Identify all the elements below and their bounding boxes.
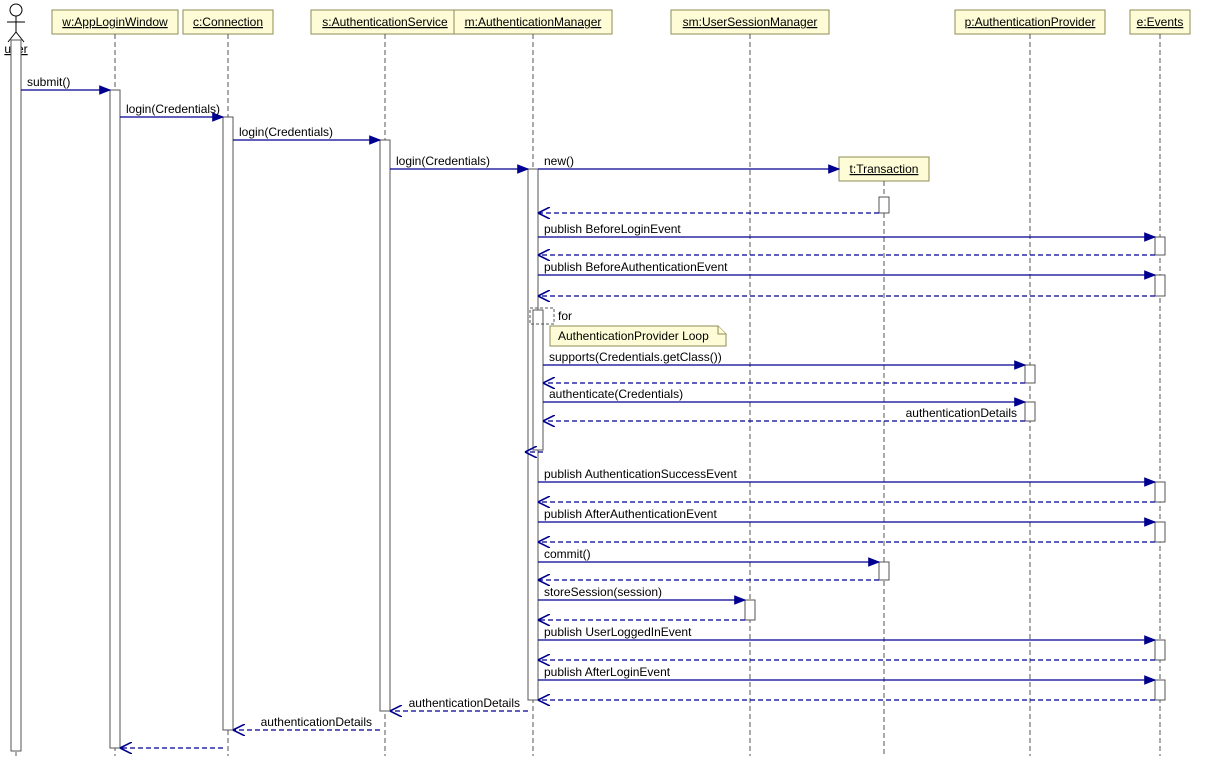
- participant-label: w:AppLoginWindow: [61, 15, 168, 29]
- participant-label: t:Transaction: [850, 162, 919, 176]
- message-label: new(): [544, 154, 574, 168]
- activation-bar: [1025, 402, 1035, 421]
- message-label: authenticate(Credentials): [549, 387, 683, 401]
- participant-label: c:Connection: [193, 15, 263, 29]
- sequence-diagram: userw:AppLoginWindowc:Connections:Authen…: [0, 0, 1219, 762]
- message-label: storeSession(session): [544, 585, 662, 599]
- activation-bar: [879, 197, 889, 213]
- activation-bar: [1155, 640, 1165, 660]
- message-label: submit(): [27, 75, 70, 89]
- activation-bar: [1155, 522, 1165, 542]
- activation-bar: [1155, 275, 1165, 296]
- activation-bar: [380, 140, 390, 711]
- message-label: publish AfterAuthenticationEvent: [544, 507, 717, 521]
- fragment-note-text: AuthenticationProvider Loop: [558, 329, 709, 343]
- message-label: supports(Credentials.getClass()): [549, 350, 722, 364]
- message-label: authenticationDetails: [906, 406, 1017, 420]
- message-label: publish BeforeLoginEvent: [544, 222, 681, 236]
- message-label: publish AuthenticationSuccessEvent: [544, 467, 737, 481]
- message-label: login(Credentials): [396, 154, 490, 168]
- message-label: login(Credentials): [239, 125, 333, 139]
- message-label: publish UserLoggedInEvent: [544, 625, 692, 639]
- activation-bar: [11, 40, 21, 751]
- activation-bar: [110, 90, 120, 748]
- message-label: authenticationDetails: [261, 715, 372, 729]
- message-label: publish BeforeAuthenticationEvent: [544, 260, 728, 274]
- activation-bar: [223, 117, 233, 730]
- message-label: publish AfterLoginEvent: [544, 665, 671, 679]
- participant-label: m:AuthenticationManager: [465, 15, 602, 29]
- activation-bar: [1025, 365, 1035, 383]
- fragment-label: for: [558, 309, 572, 323]
- participant-label: e:Events: [1137, 15, 1184, 29]
- message-label: login(Credentials): [126, 102, 220, 116]
- activation-bar: [879, 562, 889, 580]
- activation-bar: [745, 600, 755, 620]
- participant-label: s:AuthenticationService: [322, 15, 448, 29]
- activation-bar: [1155, 680, 1165, 700]
- activation-bar: [1155, 482, 1165, 502]
- message-label: commit(): [544, 547, 591, 561]
- activation-bar: [533, 310, 543, 450]
- participant-label: p:AuthenticationProvider: [965, 15, 1096, 29]
- message-label: authenticationDetails: [409, 696, 520, 710]
- participant-label: sm:UserSessionManager: [683, 15, 818, 29]
- activation-bar: [1155, 237, 1165, 255]
